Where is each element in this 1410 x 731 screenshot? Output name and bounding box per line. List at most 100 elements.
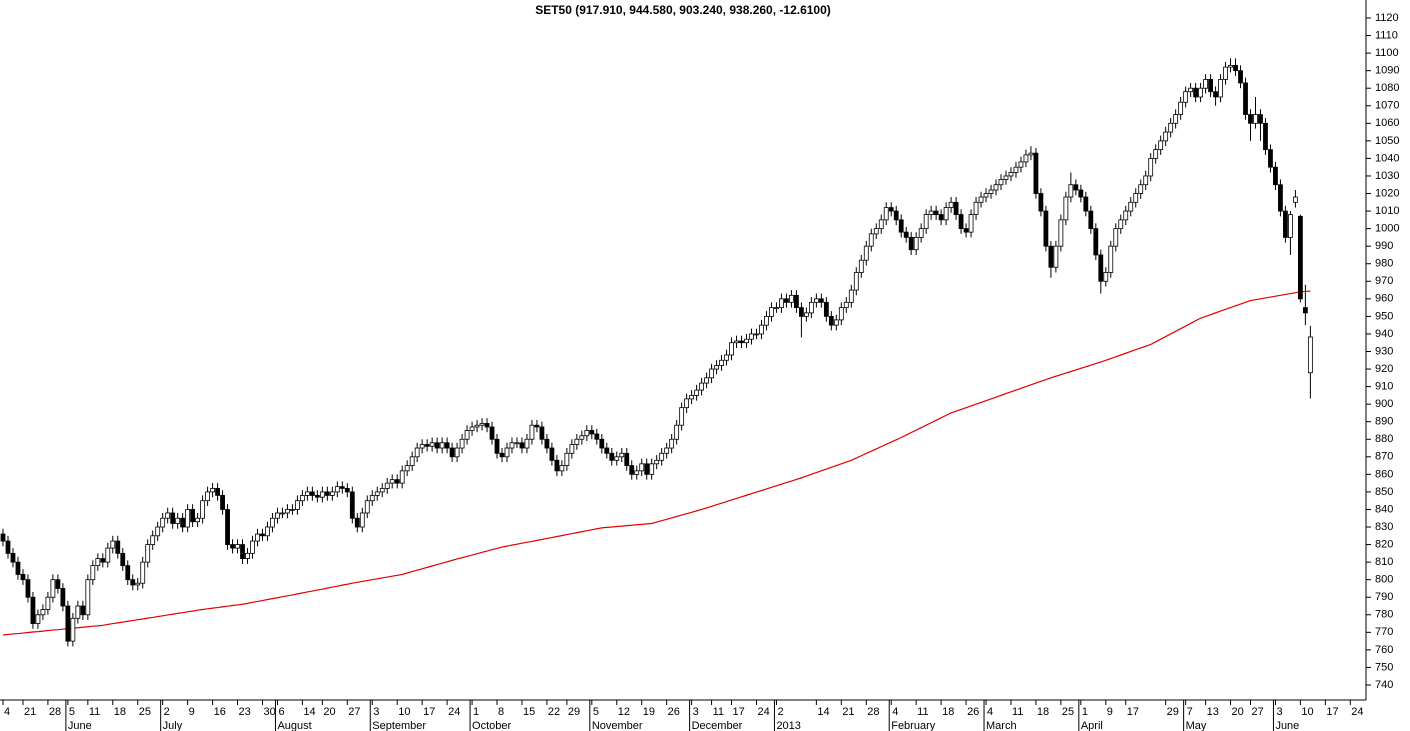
candle-body: [1003, 175, 1009, 180]
month-label: February: [891, 720, 936, 731]
candle-body: [1193, 87, 1199, 98]
candle-body: [739, 340, 744, 344]
x-tick-label: 2: [164, 706, 170, 718]
candle-body: [1298, 215, 1303, 300]
candle-body: [1023, 154, 1029, 163]
candle-body: [314, 495, 320, 498]
candle-body: [1213, 91, 1218, 98]
y-tick-label: 1100: [1375, 47, 1399, 59]
x-tick-label: 17: [1326, 706, 1338, 718]
x-tick-label: 19: [643, 706, 655, 718]
candle-body: [774, 307, 779, 310]
candle-body: [155, 526, 161, 537]
candle-body: [978, 196, 984, 203]
candle-body: [1053, 245, 1059, 268]
candle-body: [719, 359, 724, 366]
candle-body: [744, 338, 749, 344]
month-label: October: [472, 720, 511, 731]
y-tick-label: 760: [1375, 644, 1393, 656]
candle-body: [489, 426, 495, 440]
candle-body: [983, 193, 989, 198]
y-tick-label: 740: [1375, 679, 1393, 691]
y-tick-label: 940: [1375, 328, 1393, 340]
candle-body: [1218, 79, 1223, 98]
candle-body: [873, 228, 879, 235]
candle-body: [818, 298, 824, 303]
candle-body: [1233, 64, 1238, 72]
candle-body: [399, 470, 405, 484]
y-tick-label: 980: [1375, 258, 1393, 270]
candle-body: [304, 491, 310, 496]
x-tick-label: 10: [1301, 706, 1313, 718]
candle-body: [474, 424, 480, 428]
candle-body: [589, 430, 595, 435]
candle-body: [569, 444, 575, 454]
candle-body: [95, 558, 101, 567]
candle-body: [205, 491, 210, 502]
x-tick-label: 15: [523, 706, 535, 718]
candle-body: [584, 430, 590, 437]
candle-body: [464, 430, 470, 440]
candle-body: [609, 452, 615, 461]
candle-body: [863, 245, 869, 261]
x-tick-label: 18: [1037, 706, 1049, 718]
x-tick-label: 8: [498, 706, 504, 718]
candle-body: [344, 488, 350, 493]
candle-body: [514, 442, 520, 445]
candle-body: [1148, 158, 1154, 177]
candle-body: [424, 444, 430, 447]
month-label: 2013: [776, 720, 800, 731]
y-tick-label: 1120: [1375, 12, 1399, 24]
candle-body: [329, 491, 335, 496]
candle-body: [200, 500, 206, 519]
candle-body: [1248, 114, 1253, 124]
candle-body: [70, 617, 76, 642]
candle-body: [1288, 214, 1293, 238]
candle-body: [20, 574, 26, 581]
y-tick-label: 1030: [1375, 170, 1399, 182]
y-tick-label: 870: [1375, 451, 1393, 463]
y-tick-label: 1080: [1375, 82, 1399, 94]
candle-body: [629, 465, 635, 475]
candle-body: [449, 447, 455, 458]
y-tick-label: 830: [1375, 521, 1393, 533]
candle-body: [779, 298, 784, 309]
candle-body: [1013, 166, 1019, 173]
candle-body: [1302, 307, 1308, 314]
candle-body: [789, 294, 794, 303]
candle-body: [534, 424, 540, 428]
candle-body: [260, 533, 265, 537]
candle-body: [65, 605, 71, 642]
candle-body: [1293, 196, 1298, 203]
candle-body: [923, 214, 929, 230]
candle-body: [25, 579, 31, 598]
x-tick-label: 28: [867, 706, 879, 718]
x-tick-label: 4: [987, 706, 993, 718]
x-tick-label: 23: [239, 706, 251, 718]
candle-body: [185, 509, 191, 528]
candle-body: [220, 495, 225, 510]
candle-body: [255, 533, 260, 542]
candle-body: [285, 509, 290, 514]
x-tick-label: 14: [817, 706, 829, 718]
candle-body: [444, 442, 450, 449]
candle-body: [359, 512, 365, 528]
candle-body: [599, 438, 605, 449]
candle-body: [993, 184, 999, 191]
candle-body: [225, 509, 230, 545]
candle-body: [1093, 228, 1099, 256]
x-tick-label: 22: [548, 706, 560, 718]
candle-body: [100, 558, 106, 563]
candle-body: [1173, 114, 1179, 124]
candle-body: [479, 423, 485, 426]
x-tick-label: 1: [473, 706, 479, 718]
y-tick-label: 770: [1375, 626, 1393, 638]
candle-body: [1078, 189, 1084, 198]
candle-body: [813, 298, 819, 303]
candle-body: [1198, 87, 1203, 98]
candle-body: [349, 491, 355, 519]
candle-body: [374, 491, 380, 496]
candle-body: [908, 236, 914, 251]
candle-body: [409, 456, 415, 466]
